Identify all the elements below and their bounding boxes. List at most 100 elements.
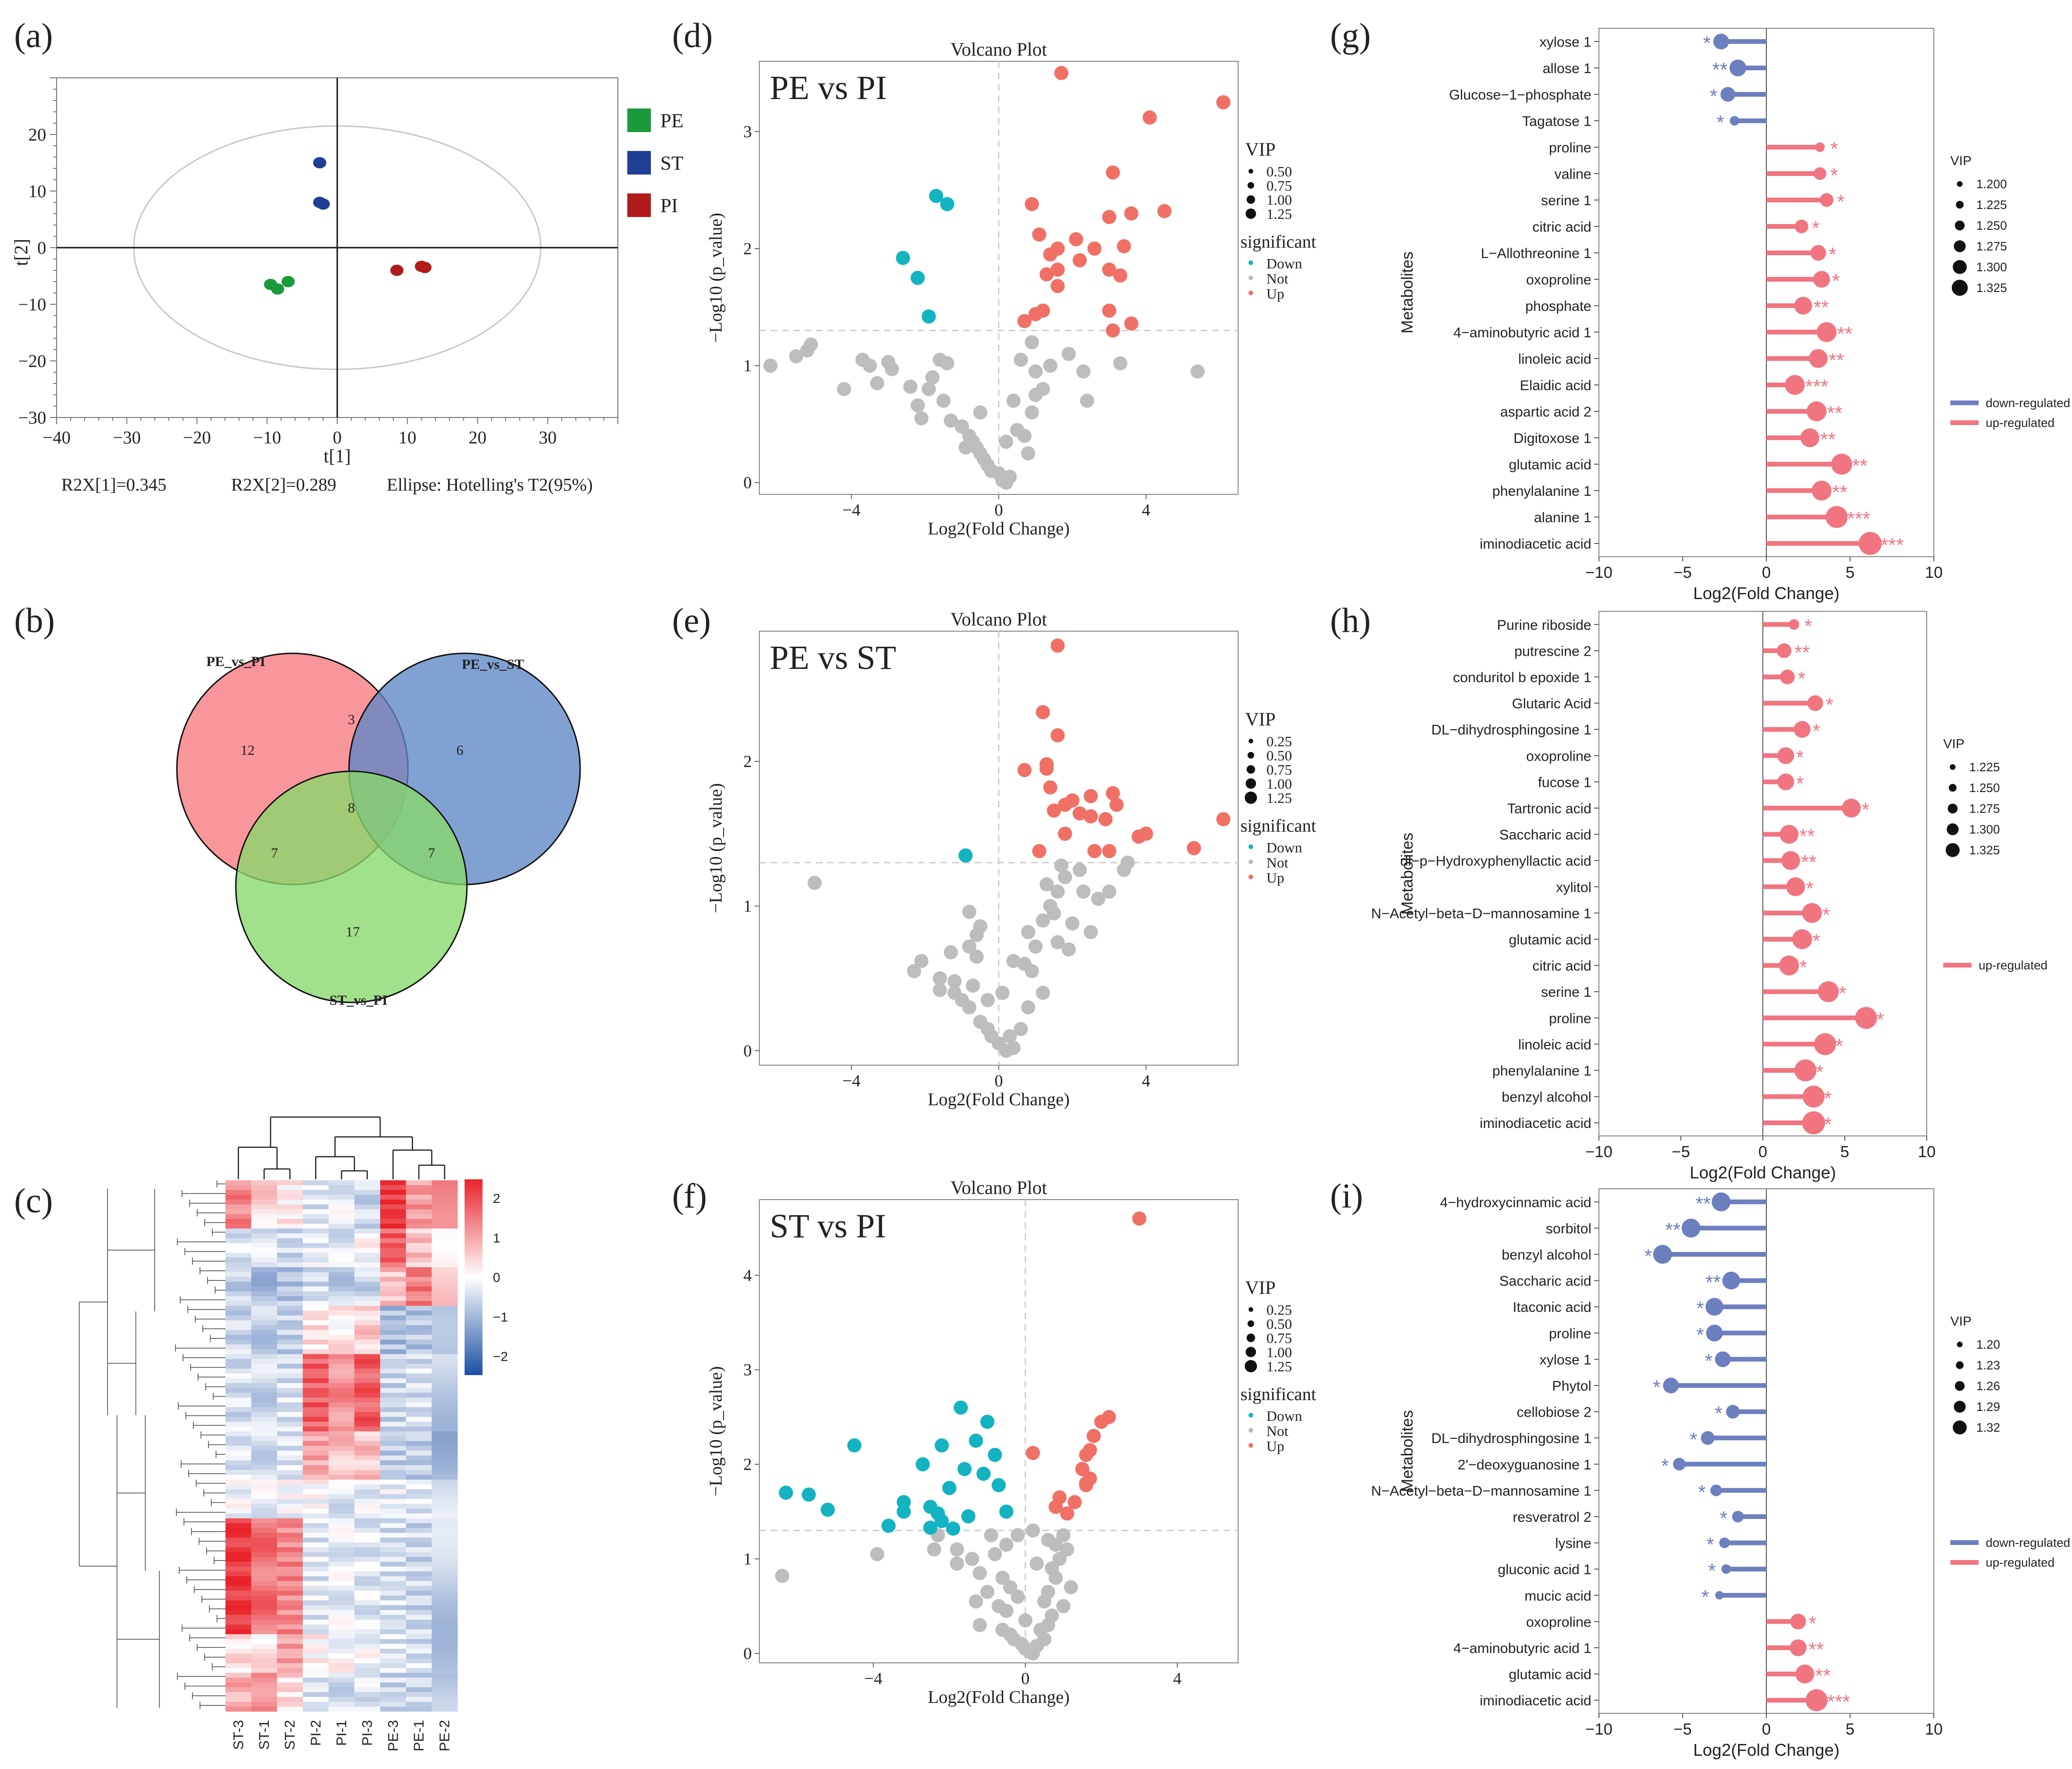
heatmap-cell (432, 1475, 458, 1480)
heatmap-cell (354, 1325, 381, 1330)
metabolite-label: benzyl alcohol (1502, 1247, 1591, 1263)
heatmap-cell (225, 1252, 252, 1258)
heatmap-cell (303, 1335, 329, 1340)
heatmap-cell (354, 1180, 381, 1185)
significance-stars: * (1813, 720, 1820, 742)
heatmap-cell (406, 1368, 432, 1374)
vip-legend-dot (1955, 1381, 1965, 1391)
x-tick-label: 4 (1173, 1669, 1182, 1688)
heatmap-cell (303, 1204, 329, 1210)
heatmap-cell (406, 1706, 432, 1712)
heatmap-cell (328, 1451, 355, 1456)
significance-stars: * (1837, 191, 1845, 213)
x-tick-label: −10 (1585, 1720, 1613, 1738)
heatmap-cell (432, 1185, 458, 1190)
heatmap-cell (432, 1218, 458, 1224)
volcano-point-down (957, 1462, 972, 1477)
heatmap-cell (251, 1585, 277, 1591)
heatmap-cell (277, 1697, 303, 1702)
heatmap-cell (380, 1475, 407, 1480)
heatmap-cell (277, 1706, 303, 1712)
heatmap-cell (277, 1228, 303, 1234)
heatmap-cell (354, 1204, 381, 1210)
heatmap-cell (303, 1528, 329, 1533)
x-tick-label: −4 (842, 501, 860, 519)
volcano-point-not (1056, 1528, 1071, 1543)
volcano-point-not (1040, 877, 1054, 892)
heatmap-cell (432, 1417, 458, 1422)
volcano-point-up (1094, 1414, 1108, 1429)
volcano-point-not (1102, 884, 1116, 899)
heatmap-column-label: PE-2 (437, 1720, 453, 1752)
heatmap-cell (225, 1397, 252, 1403)
heatmap-cell (277, 1397, 303, 1403)
heatmap-cell (328, 1417, 355, 1422)
heatmap-cell (251, 1600, 277, 1606)
heatmap-cell (328, 1431, 355, 1437)
significance-stars: * (1813, 930, 1820, 952)
x-tick-label: 0 (1762, 564, 1771, 582)
heatmap-cell (251, 1634, 277, 1639)
volcano-point-up (1017, 314, 1032, 328)
volcano-point-up (1058, 798, 1073, 812)
metabolite-label: iminodiacetic acid (1480, 1693, 1591, 1709)
lollipop-head (1790, 1613, 1806, 1630)
metabolite-label: 2'−deoxyguanosine 1 (1458, 1457, 1591, 1473)
heatmap-cell (380, 1624, 407, 1630)
heatmap-cell (225, 1306, 252, 1311)
heatmap-cell (354, 1330, 381, 1335)
volcano-point-up (1075, 1462, 1090, 1477)
metabolite-label: N−Acetyl−beta−D−mannosamine 1 (1371, 906, 1591, 921)
significance-stars: * (1697, 1324, 1704, 1346)
heatmap-column-label: PI-1 (334, 1720, 349, 1746)
heatmap-cell (251, 1412, 277, 1418)
heatmap-cell (328, 1383, 355, 1388)
metabolite-label: Glucose−1−phosphate (1449, 87, 1591, 103)
heatmap-cell (328, 1658, 355, 1664)
heatmap-cell (277, 1518, 303, 1524)
heatmap-cell (303, 1427, 329, 1432)
heatmap-cell (225, 1615, 252, 1620)
heatmap-cell (225, 1204, 252, 1210)
heatmap-cell (406, 1561, 432, 1567)
metabolite-label: citric acid (1532, 959, 1591, 974)
heatmap-cell (354, 1354, 381, 1360)
x-tick-label: 0 (995, 501, 1003, 519)
volcano-point-not (958, 440, 973, 455)
heatmap-cell (328, 1330, 355, 1335)
x-axis-label: Log2(Fold Change) (928, 1687, 1070, 1707)
lollipop-head (1786, 877, 1805, 896)
heatmap-cell (328, 1484, 355, 1490)
heatmap-cell (432, 1301, 458, 1306)
heatmap-cell (354, 1252, 381, 1258)
lollipop-head (1701, 1431, 1715, 1445)
heatmap-cell (328, 1368, 355, 1374)
heatmap-cell (328, 1393, 355, 1398)
heatmap-cell (354, 1233, 381, 1239)
heatmap-cell (380, 1388, 407, 1393)
heatmap-cell (225, 1494, 252, 1500)
volcano-point-up (1017, 763, 1032, 777)
heatmap-cell (225, 1692, 252, 1697)
metabolite-label: allose 1 (1543, 61, 1591, 76)
heatmap-cell (225, 1180, 252, 1185)
heatmap-cell (406, 1687, 432, 1693)
heatmap-cell (380, 1344, 407, 1350)
significance-legend-dot (1248, 1443, 1253, 1448)
heatmap-cell (277, 1180, 303, 1185)
metabolite-label: phosphate (1525, 299, 1591, 314)
volcano-point-not (1045, 1561, 1059, 1576)
heatmap-cell (380, 1528, 407, 1533)
heatmap-cell (380, 1581, 407, 1586)
volcano-point-up (1040, 761, 1054, 776)
heatmap-cell (406, 1310, 432, 1316)
score-point-pe (271, 283, 284, 295)
heatmap-cell (277, 1677, 303, 1683)
vip-legend-title: VIP (1943, 736, 1964, 751)
heatmap-cell (328, 1180, 355, 1185)
heatmap-cell (432, 1581, 458, 1586)
y-tick-label: 3 (743, 1360, 752, 1379)
heatmap-cell (225, 1677, 252, 1683)
heatmap-cell (432, 1561, 458, 1567)
volcano-point-not (1065, 916, 1080, 931)
